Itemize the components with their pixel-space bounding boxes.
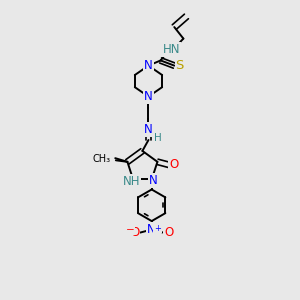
- Text: −: −: [125, 225, 134, 235]
- Text: NH: NH: [123, 176, 140, 188]
- Text: N: N: [144, 90, 153, 103]
- Text: HN: HN: [163, 43, 180, 56]
- Text: O: O: [164, 226, 173, 239]
- Text: H: H: [154, 134, 162, 143]
- Text: O: O: [130, 226, 139, 239]
- Text: N: N: [144, 59, 153, 72]
- Text: +: +: [154, 224, 161, 232]
- Text: N: N: [144, 123, 153, 136]
- Text: O: O: [169, 158, 178, 171]
- Text: N: N: [149, 174, 158, 187]
- Text: S: S: [176, 59, 184, 72]
- Text: N: N: [147, 223, 155, 236]
- Text: CH₃: CH₃: [92, 154, 110, 164]
